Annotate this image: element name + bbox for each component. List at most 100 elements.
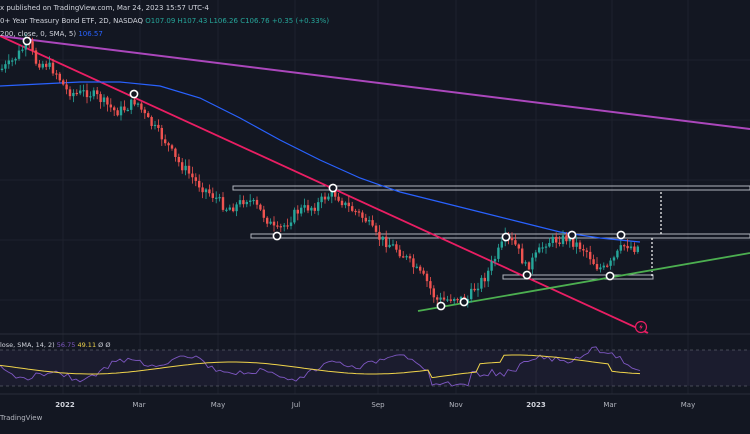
support-zone-lower[interactable] (502, 274, 654, 280)
candle-body (204, 189, 208, 193)
candle-body (629, 246, 633, 249)
pivot-marker[interactable] (328, 183, 338, 193)
long-term-trendline[interactable] (0, 35, 750, 130)
pivot-marker[interactable] (605, 271, 615, 281)
x-axis-tick-label: Nov (449, 401, 463, 409)
candle-body (215, 197, 218, 199)
candle-body (34, 50, 38, 64)
candle-body (51, 62, 55, 74)
candle-body (116, 110, 119, 116)
candle-body (249, 200, 252, 202)
sma-200-line[interactable] (0, 81, 641, 243)
pivot-marker[interactable] (616, 230, 626, 240)
time-axis[interactable]: 2022 Mar May Jul Sep Nov 2023 Mar May (55, 401, 695, 409)
candle-body (330, 191, 333, 197)
candle-body (385, 236, 388, 248)
pivot-marker[interactable] (567, 230, 577, 240)
candle-body (480, 277, 483, 289)
candle-body (415, 266, 418, 268)
descending-trendline[interactable] (0, 35, 649, 334)
candle-body (177, 156, 180, 163)
candle-body (232, 207, 235, 212)
pivot-marker[interactable] (522, 270, 532, 280)
pivot-marker[interactable] (501, 232, 511, 242)
candle-body (473, 288, 476, 291)
candle-body (531, 257, 534, 270)
candle-body (612, 257, 616, 261)
rsi-legend[interactable]: lose, SMA, 14, 2) 56.75 49.11 Ø Ø (0, 341, 110, 349)
candle-body (85, 90, 89, 98)
candle-body (0, 68, 4, 70)
candle-body (585, 250, 588, 252)
candle-body (82, 90, 85, 92)
candle-body (354, 210, 357, 213)
candle-body (55, 73, 58, 75)
pivot-marker[interactable] (459, 297, 469, 307)
pivot-marker[interactable] (129, 89, 139, 99)
x-axis-tick-label: 2022 (55, 401, 75, 409)
ohlc-close: C106.76 (240, 17, 270, 25)
symbol-name: 0+ Year Treasury Bond ETF, 2D, NASDAQ (0, 17, 144, 25)
candle-body (561, 235, 565, 244)
candle-body (602, 265, 605, 268)
ohlc-low: L106.26 (209, 17, 238, 25)
tradingview-logo[interactable]: TradingView (0, 414, 42, 422)
pivot-marker[interactable] (22, 36, 32, 46)
candle-body (276, 225, 279, 227)
rising-support-trendline[interactable] (417, 252, 750, 312)
candle-body (595, 264, 599, 270)
candle-body (89, 96, 92, 98)
ohlc-high: H107.43 (177, 17, 208, 25)
sma-legend[interactable]: 200, close, 0, SMA, 5) 106.57 (0, 30, 103, 39)
candle-body (269, 221, 272, 224)
resistance-zone-upper[interactable] (232, 185, 750, 191)
candle-body (619, 245, 622, 251)
rsi-ma-value: 49.11 (77, 341, 97, 349)
candle-body (136, 103, 140, 105)
candle-body (45, 63, 48, 67)
candle-body (357, 211, 361, 213)
ohlc-open: O107.09 (145, 17, 176, 25)
candle-body (551, 236, 554, 243)
candle-body (72, 92, 75, 97)
sma-value: 106.57 (78, 30, 103, 38)
candle-body (201, 187, 204, 193)
candle-body (439, 297, 442, 300)
candle-body (198, 180, 201, 188)
candle-body (599, 267, 602, 270)
lightning-icon[interactable] (634, 320, 648, 334)
candlestick-series[interactable] (0, 33, 639, 308)
candle-body (565, 235, 568, 242)
candle-body (99, 94, 102, 103)
candle-body (578, 242, 582, 250)
candle-body (340, 200, 344, 206)
candle-body (361, 212, 364, 218)
pivot-marker[interactable] (272, 231, 282, 241)
candle-body (252, 199, 255, 202)
resistance-zone-middle[interactable] (250, 233, 750, 239)
candle-body (449, 299, 452, 301)
candle-body (79, 90, 82, 94)
x-axis-tick-label: Mar (603, 401, 616, 409)
candle-body (306, 205, 310, 211)
pivot-marker[interactable] (436, 301, 446, 311)
rsi-ma-line[interactable] (0, 354, 641, 379)
candle-body (242, 200, 245, 205)
candle-body (320, 196, 323, 203)
candle-body (609, 260, 612, 266)
candle-body (113, 107, 116, 111)
candle-body (130, 99, 133, 110)
candle-body (606, 265, 609, 267)
candle-body (289, 222, 293, 226)
candle-body (7, 60, 10, 65)
candle-body (572, 237, 575, 247)
candle-body (238, 200, 242, 205)
rsi-line[interactable] (0, 346, 641, 387)
symbol-legend[interactable]: 0+ Year Treasury Bond ETF, 2D, NASDAQ O1… (0, 17, 329, 26)
candle-body (17, 50, 21, 59)
pivot-markers (22, 36, 626, 311)
candle-body (636, 246, 639, 252)
candle-body (453, 299, 456, 301)
